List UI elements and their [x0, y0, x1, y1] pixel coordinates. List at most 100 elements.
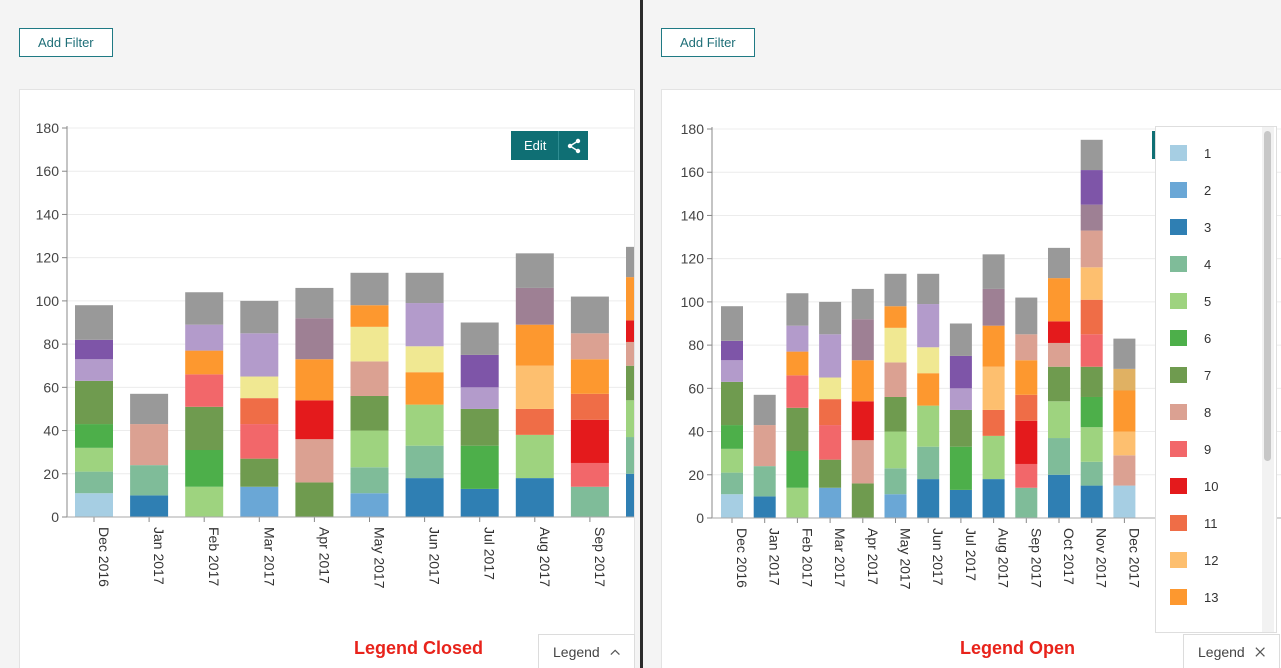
- bar-segment[interactable]: [185, 350, 224, 375]
- bar-segment[interactable]: [949, 388, 972, 410]
- bar-segment[interactable]: [350, 326, 389, 362]
- bar-segment[interactable]: [626, 320, 634, 342]
- bar-segment[interactable]: [1015, 394, 1038, 421]
- bar-segment[interactable]: [917, 304, 940, 348]
- bar-segment[interactable]: [295, 318, 334, 360]
- bar-segment[interactable]: [295, 400, 334, 440]
- bar-segment[interactable]: [75, 359, 113, 381]
- bar-segment[interactable]: [851, 288, 874, 320]
- bar-segment[interactable]: [1048, 342, 1070, 367]
- bar-segment[interactable]: [405, 303, 444, 347]
- bar-segment[interactable]: [1113, 368, 1136, 391]
- add-filter-button[interactable]: Add Filter: [661, 28, 755, 57]
- bar-segment[interactable]: [75, 339, 113, 360]
- bar-segment[interactable]: [350, 493, 389, 517]
- bar-segment[interactable]: [240, 398, 279, 425]
- legend-toggle-button[interactable]: Legend: [1183, 634, 1280, 668]
- legend-item[interactable]: 6: [1170, 330, 1211, 346]
- legend-toggle-button[interactable]: Legend: [538, 634, 635, 668]
- bar-segment[interactable]: [819, 334, 842, 378]
- bar-segment[interactable]: [721, 381, 743, 426]
- bar-segment[interactable]: [1015, 360, 1038, 395]
- bar-segment[interactable]: [460, 408, 499, 446]
- bar-segment[interactable]: [982, 325, 1005, 367]
- bar-segment[interactable]: [295, 359, 334, 401]
- bar-segment[interactable]: [295, 287, 334, 319]
- bar-segment[interactable]: [130, 424, 169, 466]
- bar-segment[interactable]: [982, 479, 1005, 518]
- bar-segment[interactable]: [240, 458, 279, 487]
- bar-segment[interactable]: [1080, 396, 1103, 428]
- bar-segment[interactable]: [626, 400, 634, 438]
- bar-segment[interactable]: [570, 333, 609, 360]
- bar-segment[interactable]: [786, 325, 809, 352]
- legend-item[interactable]: 13: [1170, 589, 1218, 605]
- bar-segment[interactable]: [570, 359, 609, 394]
- bar-segment[interactable]: [753, 466, 776, 497]
- edit-button[interactable]: Edit: [511, 131, 560, 160]
- bar-segment[interactable]: [185, 292, 224, 325]
- bar-segment[interactable]: [884, 327, 907, 363]
- bar-segment[interactable]: [1048, 401, 1070, 439]
- bar-segment[interactable]: [1015, 334, 1038, 361]
- bar-segment[interactable]: [626, 246, 634, 278]
- legend-item[interactable]: 5: [1170, 293, 1211, 309]
- share-button[interactable]: [559, 131, 588, 160]
- bar-segment[interactable]: [240, 376, 279, 399]
- bar-segment[interactable]: [185, 486, 224, 517]
- bar-segment[interactable]: [130, 393, 169, 425]
- bar-segment[interactable]: [851, 483, 874, 518]
- bar-segment[interactable]: [405, 445, 444, 479]
- legend-item[interactable]: 3: [1170, 219, 1211, 235]
- bar-segment[interactable]: [1080, 427, 1103, 462]
- bar-segment[interactable]: [1113, 338, 1136, 369]
- legend-scrollbar[interactable]: [1262, 127, 1274, 632]
- bar-segment[interactable]: [405, 346, 444, 373]
- bar-segment[interactable]: [75, 447, 113, 472]
- bar-segment[interactable]: [721, 494, 743, 518]
- bar-segment[interactable]: [570, 462, 609, 487]
- bar-segment[interactable]: [1113, 455, 1136, 486]
- bar-segment[interactable]: [917, 446, 940, 480]
- bar-segment[interactable]: [1048, 247, 1070, 279]
- legend-item[interactable]: 10: [1170, 478, 1218, 494]
- bar-segment[interactable]: [949, 446, 972, 490]
- bar-segment[interactable]: [1080, 267, 1103, 300]
- bar-segment[interactable]: [1015, 487, 1038, 518]
- bar-segment[interactable]: [851, 440, 874, 484]
- bar-segment[interactable]: [786, 487, 809, 518]
- bar-segment[interactable]: [626, 473, 634, 517]
- bar-segment[interactable]: [884, 273, 907, 307]
- bar-segment[interactable]: [917, 479, 940, 518]
- bar-segment[interactable]: [405, 272, 444, 304]
- bar-segment[interactable]: [1048, 366, 1070, 402]
- bar-segment[interactable]: [721, 425, 743, 449]
- bar-segment[interactable]: [1080, 139, 1103, 171]
- bar-segment[interactable]: [949, 355, 972, 389]
- bar-segment[interactable]: [851, 319, 874, 361]
- bar-segment[interactable]: [819, 377, 842, 400]
- legend-item[interactable]: 11: [1170, 515, 1218, 531]
- bar-segment[interactable]: [753, 425, 776, 467]
- bar-segment[interactable]: [1113, 431, 1136, 456]
- bar-segment[interactable]: [185, 450, 224, 487]
- bar-segment[interactable]: [721, 340, 743, 361]
- bar-segment[interactable]: [917, 405, 940, 447]
- bar-segment[interactable]: [460, 387, 499, 409]
- bar-segment[interactable]: [350, 430, 389, 468]
- bar-segment[interactable]: [949, 489, 972, 518]
- bar-segment[interactable]: [350, 395, 389, 431]
- bar-segment[interactable]: [884, 468, 907, 495]
- bar-segment[interactable]: [240, 300, 279, 334]
- bar-segment[interactable]: [626, 277, 634, 321]
- bar-segment[interactable]: [570, 486, 609, 517]
- bar-segment[interactable]: [1080, 299, 1103, 335]
- bar-segment[interactable]: [1080, 461, 1103, 486]
- bar-segment[interactable]: [405, 478, 444, 517]
- bar-segment[interactable]: [982, 435, 1005, 480]
- bar-segment[interactable]: [982, 366, 1005, 410]
- bar-segment[interactable]: [460, 322, 499, 355]
- bar-segment[interactable]: [1080, 170, 1103, 205]
- bar-segment[interactable]: [570, 393, 609, 420]
- bar-segment[interactable]: [75, 471, 113, 494]
